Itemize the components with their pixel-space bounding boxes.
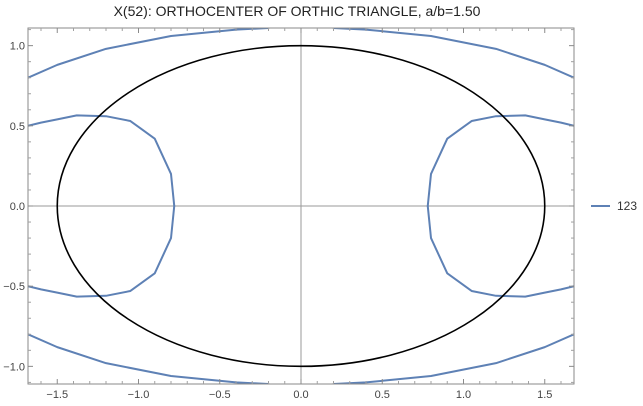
- legend: 123: [591, 199, 637, 213]
- ellipse-curve: [56, 44, 546, 368]
- x-tick-label: 1.0: [456, 389, 471, 401]
- y-tick-label: 1.0: [10, 41, 25, 53]
- series-curve-4: [426, 205, 574, 298]
- chart-title: X(52): ORTHOCENTER OF ORTHIC TRIANGLE, a…: [114, 3, 481, 19]
- x-tick-label: 1.5: [537, 389, 552, 401]
- y-tick-label: 0.5: [10, 121, 25, 133]
- y-tick-label: −0.5: [3, 281, 25, 293]
- series-curve-1: [28, 114, 176, 207]
- y-tick-label: 0.0: [10, 201, 25, 213]
- x-tick-label: −1.5: [46, 389, 68, 401]
- series-curve-6: [332, 28, 574, 79]
- x-tick-label: 0.0: [293, 389, 308, 401]
- series-curve-8: [332, 333, 574, 384]
- series-curve-7: [28, 333, 270, 384]
- legend-label: 123: [617, 199, 637, 213]
- axes: −1.5 −1.0 −0.5 0.0 0.5 1.0 1.5 −1.0 −0.5 0.0 0.5 1.…: [3, 27, 575, 401]
- x-tick-label: −0.5: [209, 389, 231, 401]
- x-tick-label: 0.5: [375, 389, 390, 401]
- x-tick-label: −1.0: [128, 389, 150, 401]
- series-curve-3: [426, 114, 574, 207]
- series-curve-2: [28, 205, 176, 298]
- plot-area: [28, 28, 574, 384]
- y-tick-label: −1.0: [3, 361, 25, 373]
- series-curve-5: [28, 28, 270, 79]
